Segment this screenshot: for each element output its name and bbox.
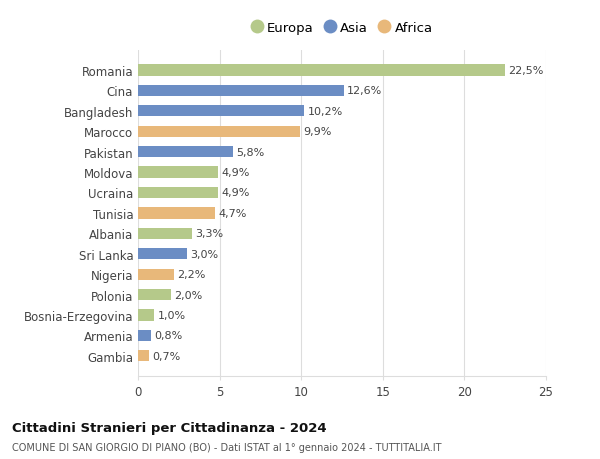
Text: 4,9%: 4,9% [221,168,250,178]
Bar [138,65,505,77]
Text: 2,0%: 2,0% [174,290,202,300]
Bar [138,330,151,341]
Bar [138,228,192,240]
Text: 1,0%: 1,0% [158,310,186,320]
Text: 9,9%: 9,9% [303,127,331,137]
Text: 3,0%: 3,0% [190,249,218,259]
Text: 4,7%: 4,7% [218,208,247,218]
Text: 2,2%: 2,2% [177,269,206,280]
Legend: Europa, Asia, Africa: Europa, Asia, Africa [247,18,437,39]
Bar [138,350,149,362]
Bar [138,208,215,219]
Text: 0,8%: 0,8% [154,330,182,341]
Bar [138,269,174,280]
Bar [138,187,218,199]
Text: 10,2%: 10,2% [308,106,343,117]
Bar [138,126,299,138]
Bar [138,167,218,178]
Text: 5,8%: 5,8% [236,147,264,157]
Bar [138,289,170,301]
Text: COMUNE DI SAN GIORGIO DI PIANO (BO) - Dati ISTAT al 1° gennaio 2024 - TUTTITALIA: COMUNE DI SAN GIORGIO DI PIANO (BO) - Da… [12,442,442,452]
Text: 22,5%: 22,5% [508,66,544,76]
Text: 12,6%: 12,6% [347,86,382,96]
Bar [138,249,187,260]
Text: Cittadini Stranieri per Cittadinanza - 2024: Cittadini Stranieri per Cittadinanza - 2… [12,421,326,434]
Text: 4,9%: 4,9% [221,188,250,198]
Bar [138,86,344,97]
Bar [138,147,233,158]
Bar [138,106,304,117]
Text: 0,7%: 0,7% [152,351,181,361]
Text: 3,3%: 3,3% [195,229,223,239]
Bar [138,310,154,321]
